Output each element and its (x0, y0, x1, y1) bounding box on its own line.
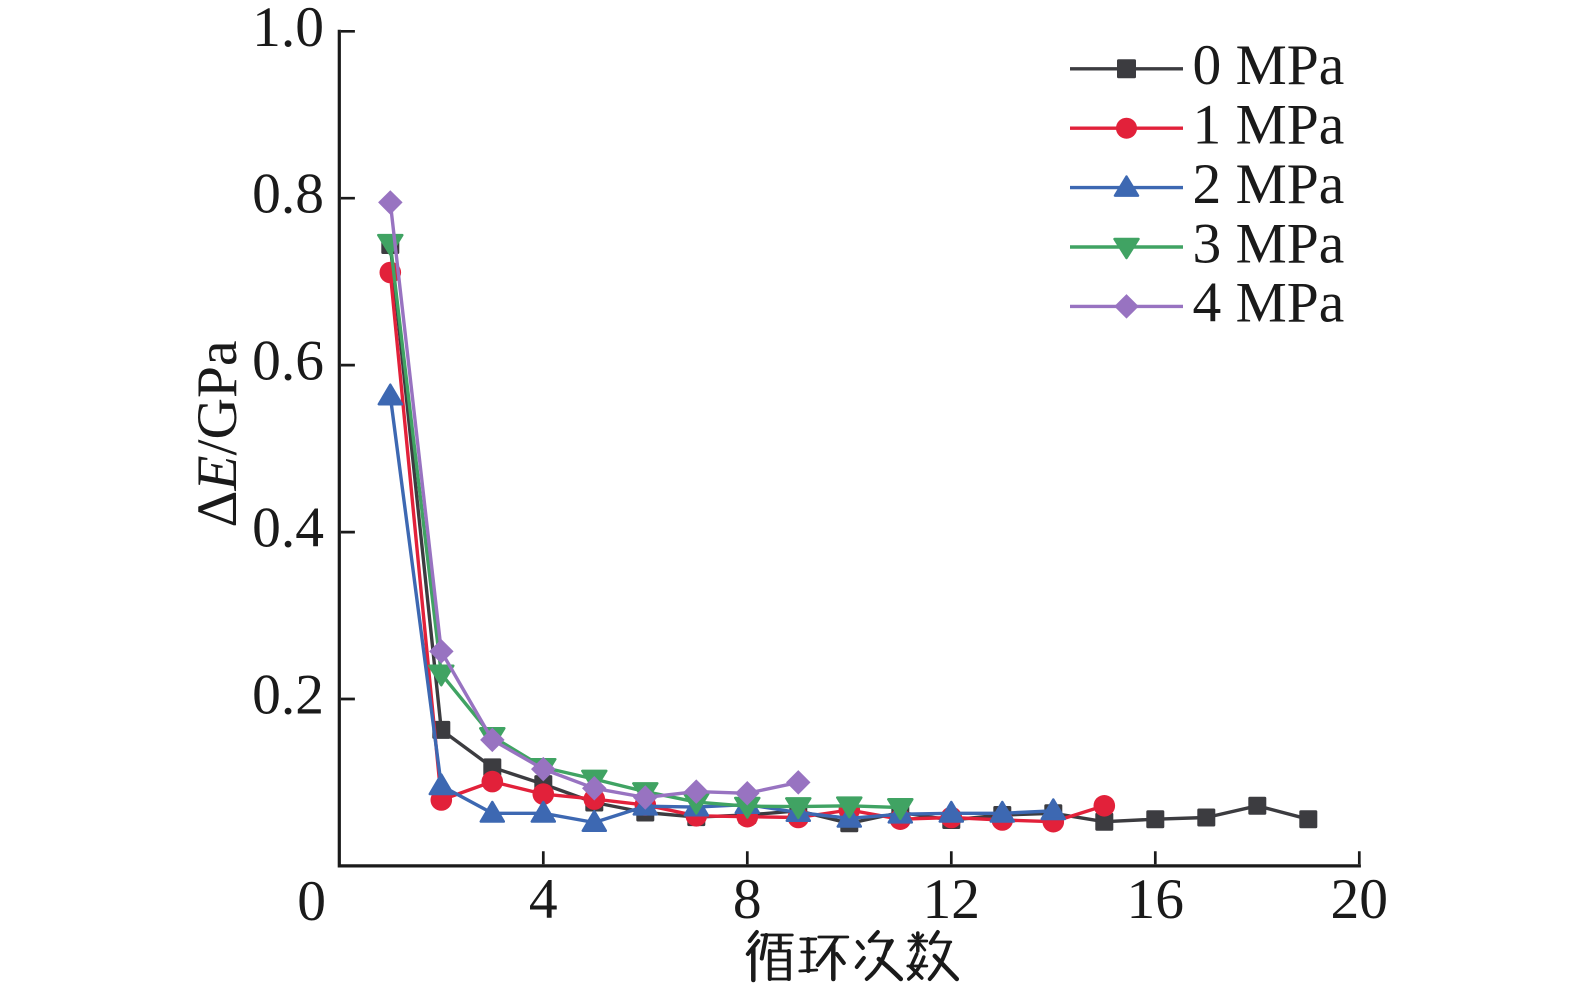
svg-text:4 MPa: 4 MPa (1193, 272, 1345, 335)
svg-text:20: 20 (1331, 868, 1389, 931)
svg-text:12: 12 (923, 868, 981, 931)
svg-text:16: 16 (1127, 868, 1185, 931)
svg-text:0.4: 0.4 (252, 497, 324, 560)
svg-text:4: 4 (529, 868, 558, 931)
svg-text:8: 8 (733, 868, 762, 931)
svg-text:2 MPa: 2 MPa (1193, 153, 1345, 216)
svg-text:0.6: 0.6 (252, 330, 324, 393)
svg-text:0.2: 0.2 (252, 664, 324, 727)
svg-text:0 MPa: 0 MPa (1193, 34, 1345, 97)
svg-text:3 MPa: 3 MPa (1193, 212, 1345, 275)
svg-text:0.8: 0.8 (252, 163, 324, 226)
svg-text:1 MPa: 1 MPa (1193, 94, 1345, 157)
svg-text:1.0: 1.0 (252, 0, 324, 59)
svg-text:0: 0 (297, 870, 326, 933)
svg-text:ΔE/GPa: ΔE/GPa (186, 340, 249, 527)
